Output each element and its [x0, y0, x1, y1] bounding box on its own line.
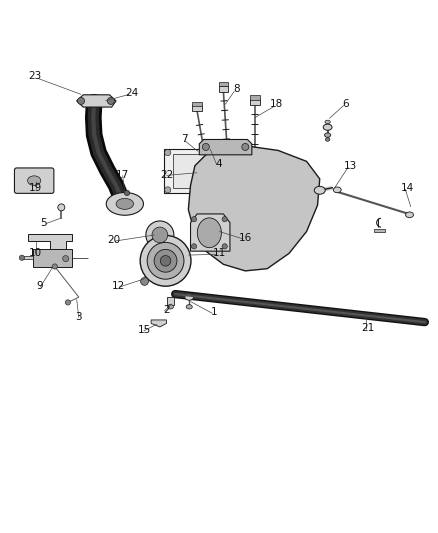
Text: 9: 9	[36, 281, 43, 291]
Polygon shape	[199, 140, 252, 155]
Circle shape	[63, 255, 69, 262]
Ellipse shape	[185, 294, 194, 300]
Text: 1: 1	[211, 308, 218, 318]
Ellipse shape	[167, 304, 173, 309]
Polygon shape	[188, 146, 320, 271]
Text: 21: 21	[361, 323, 374, 333]
Polygon shape	[28, 233, 72, 249]
Circle shape	[191, 216, 197, 222]
Circle shape	[160, 255, 171, 266]
Circle shape	[124, 190, 130, 196]
Ellipse shape	[323, 124, 332, 130]
Ellipse shape	[314, 187, 325, 194]
Text: 2: 2	[163, 305, 170, 316]
Polygon shape	[22, 256, 33, 260]
Text: 12: 12	[112, 281, 125, 291]
Circle shape	[165, 187, 171, 193]
Circle shape	[19, 255, 25, 260]
Polygon shape	[191, 214, 230, 251]
Ellipse shape	[106, 192, 143, 215]
Ellipse shape	[325, 138, 330, 141]
Ellipse shape	[325, 133, 331, 138]
Circle shape	[165, 150, 171, 156]
FancyBboxPatch shape	[219, 86, 228, 92]
Text: 20: 20	[107, 235, 120, 245]
Polygon shape	[151, 320, 166, 327]
Circle shape	[221, 150, 227, 156]
Ellipse shape	[325, 120, 330, 124]
Circle shape	[222, 244, 227, 249]
Polygon shape	[164, 149, 228, 193]
Circle shape	[107, 98, 114, 104]
FancyBboxPatch shape	[250, 99, 260, 105]
Circle shape	[242, 143, 249, 150]
FancyBboxPatch shape	[167, 297, 174, 305]
Text: 3: 3	[75, 312, 82, 322]
Polygon shape	[77, 95, 116, 107]
Ellipse shape	[186, 304, 192, 309]
Text: 11: 11	[212, 248, 226, 259]
Circle shape	[221, 187, 227, 193]
Text: 5: 5	[40, 217, 47, 228]
Text: 17: 17	[116, 169, 129, 180]
Ellipse shape	[333, 187, 341, 193]
Circle shape	[140, 236, 191, 286]
Circle shape	[146, 221, 174, 249]
Circle shape	[65, 300, 71, 305]
Circle shape	[141, 278, 148, 285]
Text: 23: 23	[28, 71, 42, 81]
Ellipse shape	[197, 218, 221, 248]
Text: 18: 18	[269, 100, 283, 109]
Text: 13: 13	[344, 161, 357, 171]
Ellipse shape	[28, 176, 41, 185]
Circle shape	[202, 143, 209, 150]
Ellipse shape	[116, 198, 134, 209]
Text: 8: 8	[233, 84, 240, 94]
Text: 4: 4	[215, 159, 223, 168]
Text: 6: 6	[343, 100, 350, 109]
Polygon shape	[33, 249, 72, 266]
Text: 22: 22	[160, 169, 173, 180]
FancyBboxPatch shape	[14, 168, 54, 193]
Text: 7: 7	[180, 134, 187, 144]
Polygon shape	[173, 155, 219, 188]
Text: 14: 14	[401, 183, 414, 192]
Polygon shape	[374, 229, 385, 232]
Ellipse shape	[406, 212, 413, 217]
Text: 19: 19	[28, 183, 42, 192]
FancyBboxPatch shape	[219, 82, 228, 86]
Text: 16: 16	[239, 233, 252, 243]
Circle shape	[152, 227, 168, 243]
Circle shape	[147, 243, 184, 279]
Circle shape	[58, 204, 65, 211]
Text: 15: 15	[138, 325, 151, 335]
Circle shape	[78, 98, 85, 104]
Circle shape	[222, 216, 227, 222]
Circle shape	[154, 249, 177, 272]
FancyBboxPatch shape	[192, 106, 202, 111]
FancyBboxPatch shape	[192, 102, 202, 106]
Circle shape	[52, 264, 57, 269]
Circle shape	[191, 244, 197, 249]
Text: 24: 24	[125, 88, 138, 99]
Text: 10: 10	[28, 248, 42, 259]
FancyBboxPatch shape	[250, 95, 260, 100]
